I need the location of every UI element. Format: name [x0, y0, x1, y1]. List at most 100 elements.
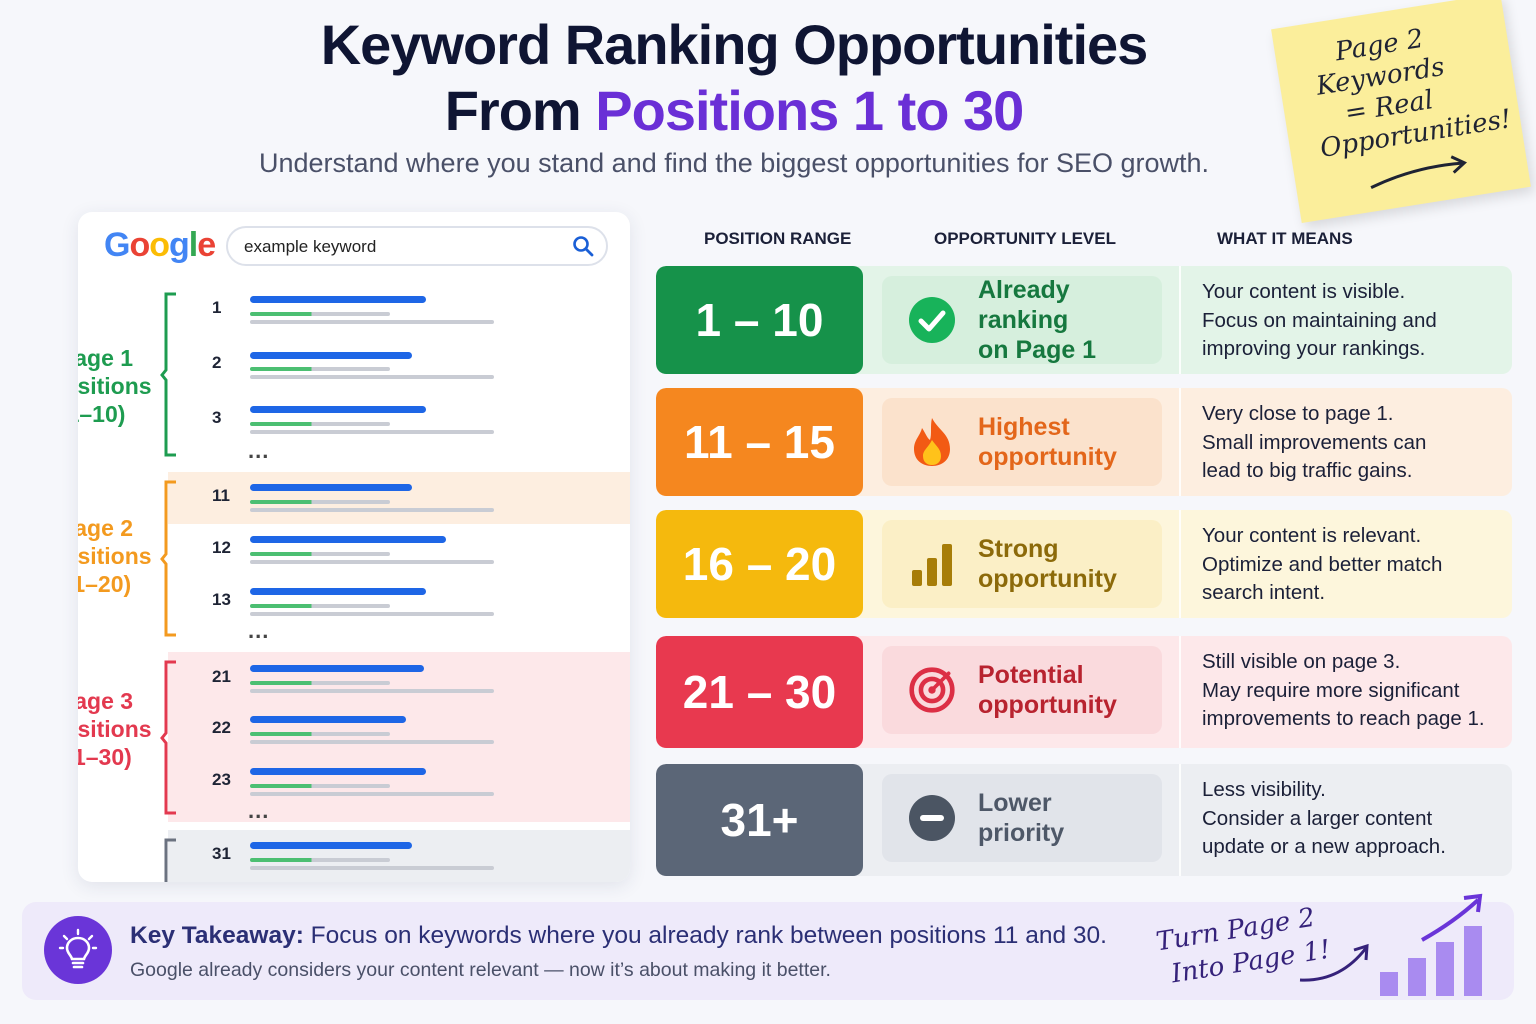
opportunity-chip: Lower priority	[882, 774, 1162, 862]
result-title-bar[interactable]	[250, 665, 424, 672]
google-logo-letter: e	[197, 226, 216, 264]
lightbulb-icon	[44, 916, 112, 984]
opportunity-label-line: opportunity	[978, 565, 1117, 593]
table-row: 31+ Lower priority Less visibility. Cons…	[656, 764, 1512, 876]
opportunity-chip: Already ranking on Page 1	[882, 276, 1162, 364]
result-snippet-bar	[250, 508, 494, 512]
table-row: 1 – 10 Already ranking on Page 1 Your co…	[656, 266, 1512, 374]
page3-bracket	[160, 660, 176, 815]
range-cell: 11 – 15	[656, 388, 863, 496]
divider	[1179, 764, 1181, 876]
growth-chart-icon	[1380, 893, 1483, 996]
meaning-line: Optimize and better match	[1202, 552, 1443, 576]
table-row: 21 – 30 Potential opportunity Still visi…	[656, 636, 1512, 748]
meaning-line: improving your rankings.	[1202, 337, 1426, 360]
range-cell: 1 – 10	[656, 266, 863, 374]
meaning-text: Your content is visible. Focus on mainta…	[1202, 278, 1512, 364]
title-accent: Positions 1 to 30	[595, 79, 1024, 142]
title-line-1: Keyword Ranking Opportunities	[320, 13, 1149, 76]
page3-label: Page 3 (Positions 21–30)	[78, 687, 158, 771]
meaning-line: Less visibility.	[1202, 778, 1326, 801]
opportunity-label: Lower priority	[978, 788, 1064, 848]
result-snippet-bar	[250, 689, 494, 693]
opportunity-label: Strong opportunity	[978, 534, 1117, 594]
search-icon[interactable]	[572, 235, 594, 262]
serp-panel: Google example keyword Page 1 (Positions…	[78, 212, 630, 882]
result-title-bar[interactable]	[250, 406, 426, 413]
range-cell: 16 – 20	[656, 510, 863, 618]
page2-highlight	[168, 472, 630, 524]
meaning-line: Small improvements can	[1202, 430, 1427, 454]
result-number: 31	[212, 844, 231, 863]
result-snippet-bar	[250, 320, 494, 324]
minus-circle-icon	[908, 794, 956, 842]
result-title-bar[interactable]	[250, 588, 426, 595]
page-label-line: Page 2	[78, 515, 134, 541]
search-query: example keyword	[244, 237, 377, 256]
result-snippet-bar	[250, 740, 494, 744]
opportunity-label-line: priority	[978, 819, 1065, 847]
result-title-bar[interactable]	[250, 352, 412, 359]
ellipsis: ...	[248, 798, 270, 823]
result-number: 22	[212, 718, 231, 737]
meaning-line: improvements to reach page 1.	[1202, 707, 1485, 730]
result-title-bar[interactable]	[250, 536, 446, 543]
divider	[1179, 636, 1181, 748]
table-row: 11 – 15 Highest opportunity Very close t…	[656, 388, 1512, 496]
opportunity-label-line: Highest	[978, 413, 1070, 441]
result-url-bar	[250, 732, 390, 736]
ellipsis: ...	[248, 618, 270, 643]
target-icon	[908, 666, 956, 714]
result-title-bar[interactable]	[250, 768, 426, 775]
google-logo: Google	[104, 226, 216, 265]
page1-label: Page 1 (Positions 1–10)	[78, 344, 158, 428]
result-url-bar	[250, 858, 390, 862]
divider	[1179, 388, 1181, 496]
page4-bracket	[164, 838, 176, 882]
meaning-text: Less visibility. Consider a larger conte…	[1202, 776, 1512, 862]
result-url-bar	[250, 500, 390, 504]
result-number: 2	[212, 353, 222, 372]
google-logo-letter: o	[129, 226, 150, 264]
meaning-text: Your content is relevant. Optimize and b…	[1202, 522, 1512, 608]
opportunity-label-line: opportunity	[978, 443, 1117, 471]
sticky-note: Page 2 Keywords = Real Opportunities!	[1271, 0, 1531, 223]
column-header-range: POSITION RANGE	[704, 229, 852, 248]
divider	[1179, 510, 1181, 618]
result-number: 11	[212, 486, 230, 505]
google-logo-letter: o	[149, 226, 170, 264]
result-snippet-bar	[250, 560, 494, 564]
meaning-line: Still visible on page 3.	[1202, 650, 1401, 673]
search-input[interactable]: example keyword	[226, 226, 608, 266]
page-label-line: 1–10)	[78, 401, 126, 427]
google-logo-letter: l	[188, 226, 199, 264]
meaning-line: Focus on maintaining and	[1202, 308, 1437, 332]
column-header-level: OPPORTUNITY LEVEL	[934, 229, 1116, 248]
takeaway-subtext: Google already considers your content re…	[130, 959, 831, 981]
meaning-line: search intent.	[1202, 581, 1326, 604]
result-title-bar[interactable]	[250, 484, 412, 491]
takeaway-label: Key Takeaway:	[130, 922, 304, 949]
page2-bracket	[160, 480, 176, 637]
opportunity-label: Highest opportunity	[978, 412, 1117, 472]
result-number: 1	[212, 298, 222, 317]
result-url-bar	[250, 604, 390, 608]
result-title-bar[interactable]	[250, 296, 426, 303]
range-cell: 31+	[656, 764, 863, 876]
page-label-line: Page 3	[78, 688, 134, 714]
result-url-bar	[250, 312, 390, 316]
result-snippet-bar	[250, 612, 494, 616]
result-title-bar[interactable]	[250, 842, 412, 849]
result-number: 3	[212, 408, 222, 427]
result-number: 21	[212, 667, 231, 686]
result-title-bar[interactable]	[250, 716, 406, 723]
opportunity-label-line: Strong	[978, 535, 1059, 563]
opportunity-label-line: Potential	[978, 661, 1084, 689]
page-label-line: (Positions	[78, 716, 152, 742]
fire-icon	[908, 418, 956, 466]
result-snippet-bar	[250, 430, 494, 434]
arrow-icon	[1370, 155, 1468, 190]
title-line-2: From Positions 1 to 30	[0, 78, 1468, 144]
result-url-bar	[250, 784, 390, 788]
meaning-text: Still visible on page 3. May require mor…	[1202, 648, 1512, 734]
